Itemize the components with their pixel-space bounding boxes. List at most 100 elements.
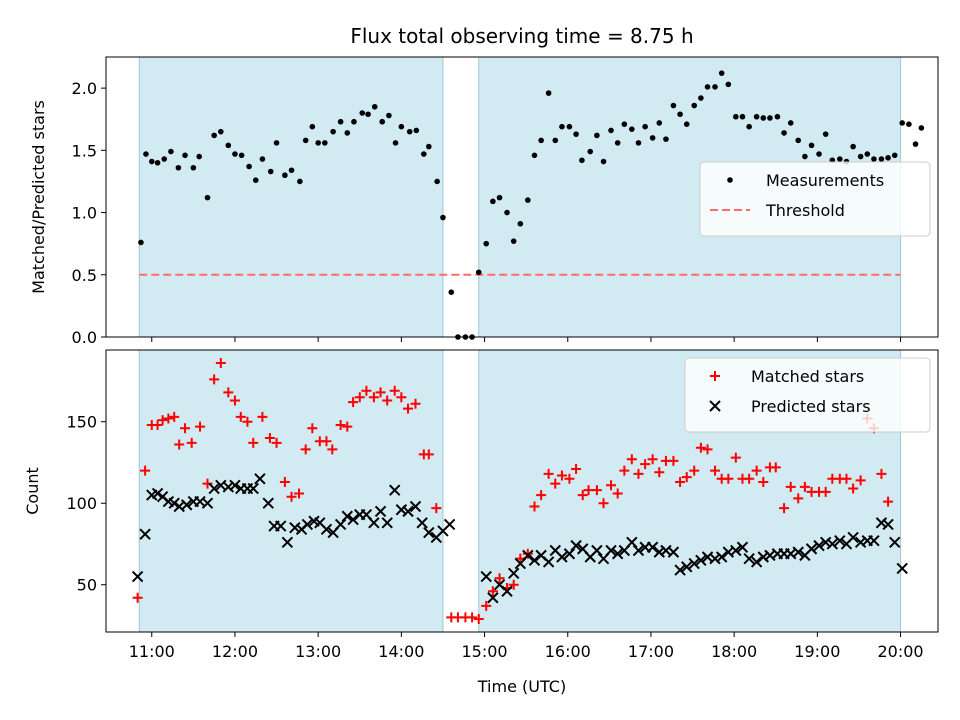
data-point	[573, 131, 579, 137]
data-point	[656, 120, 663, 126]
data-point	[351, 118, 357, 125]
data-point	[321, 436, 332, 447]
data-point	[262, 497, 274, 509]
data-point	[413, 127, 420, 134]
data-point	[642, 123, 648, 130]
data-point	[736, 541, 749, 553]
legend: Measurements Threshold	[699, 161, 931, 237]
data-point	[337, 118, 344, 125]
data-point	[371, 103, 378, 110]
data-point	[242, 416, 253, 427]
data-point	[751, 465, 762, 476]
data-point	[912, 141, 919, 147]
data-point	[531, 152, 538, 159]
data-point	[587, 148, 594, 155]
data-point	[629, 126, 635, 132]
legend-marker	[709, 400, 721, 412]
y-tick-label: 1.5	[72, 141, 97, 160]
data-point	[802, 153, 808, 160]
data-point	[467, 612, 478, 623]
plot-frame	[105, 349, 939, 633]
data-point	[822, 131, 829, 137]
data-point	[848, 483, 859, 494]
x-tick-label: 20:00	[878, 642, 924, 661]
data-point	[202, 478, 213, 489]
data-point	[208, 482, 220, 495]
data-point	[359, 110, 366, 116]
data-point	[271, 437, 282, 448]
x-tick-label: 18:00	[711, 642, 757, 661]
data-point	[211, 132, 217, 139]
data-point	[612, 488, 623, 499]
data-point	[423, 526, 435, 539]
data-point	[286, 491, 297, 502]
data-point	[868, 535, 880, 547]
data-point	[148, 158, 155, 165]
data-point	[342, 421, 353, 432]
data-point	[787, 120, 794, 126]
y-axis-label: Count	[23, 467, 42, 515]
data-point	[767, 115, 773, 121]
data-point	[139, 528, 151, 540]
data-point	[689, 465, 700, 476]
data-point	[522, 549, 534, 562]
data-point	[552, 137, 559, 144]
data-point	[753, 113, 760, 120]
legend-marker	[710, 371, 720, 381]
data-point	[186, 437, 197, 448]
data-point	[795, 137, 802, 144]
data-point	[490, 198, 496, 205]
data-point	[695, 554, 707, 566]
data-point	[640, 459, 651, 470]
data-point	[619, 465, 630, 476]
data-point	[739, 113, 746, 120]
data-point	[395, 504, 408, 516]
data-point	[750, 556, 763, 568]
data-point	[606, 480, 617, 491]
data-point	[891, 152, 898, 159]
data-point	[522, 548, 533, 559]
data-point	[635, 140, 642, 146]
data-point	[421, 151, 427, 157]
data-point	[600, 158, 607, 165]
data-point	[647, 454, 658, 465]
y-tick-label: 2.0	[72, 79, 97, 98]
data-point	[309, 123, 316, 130]
series-matched-stars	[132, 358, 894, 624]
data-point	[757, 551, 769, 563]
data-point	[275, 520, 287, 532]
data-point	[267, 168, 274, 175]
legend-box	[699, 161, 931, 237]
data-point	[229, 479, 241, 492]
data-point	[691, 102, 698, 109]
data-point	[252, 177, 259, 183]
x-tick-label: 15:00	[462, 642, 508, 661]
data-point	[733, 113, 739, 120]
legend-label: Measurements	[766, 171, 884, 190]
data-point	[605, 544, 617, 557]
data-point	[770, 462, 781, 473]
data-point	[315, 140, 321, 146]
data-point	[396, 392, 407, 403]
data-point	[799, 481, 810, 492]
data-point	[180, 423, 191, 434]
data-point	[675, 477, 686, 488]
data-point	[368, 517, 380, 529]
data-point	[614, 140, 621, 146]
data-point	[883, 496, 894, 507]
plot-frame	[105, 56, 939, 338]
data-point	[517, 220, 524, 227]
data-point	[132, 592, 143, 603]
data-point	[608, 127, 614, 134]
data-point	[201, 497, 214, 509]
ratio-panel: 0.0 0.5 1.0 1.5 2.0 Matched/Predicted stars Me…	[29, 56, 939, 347]
data-point	[857, 153, 864, 160]
data-point	[579, 157, 585, 164]
data-point	[209, 374, 220, 385]
data-point	[288, 167, 295, 174]
data-point	[259, 156, 266, 162]
data-point	[525, 197, 531, 203]
data-point	[294, 488, 305, 499]
data-point	[257, 411, 268, 422]
data-point	[151, 487, 164, 500]
